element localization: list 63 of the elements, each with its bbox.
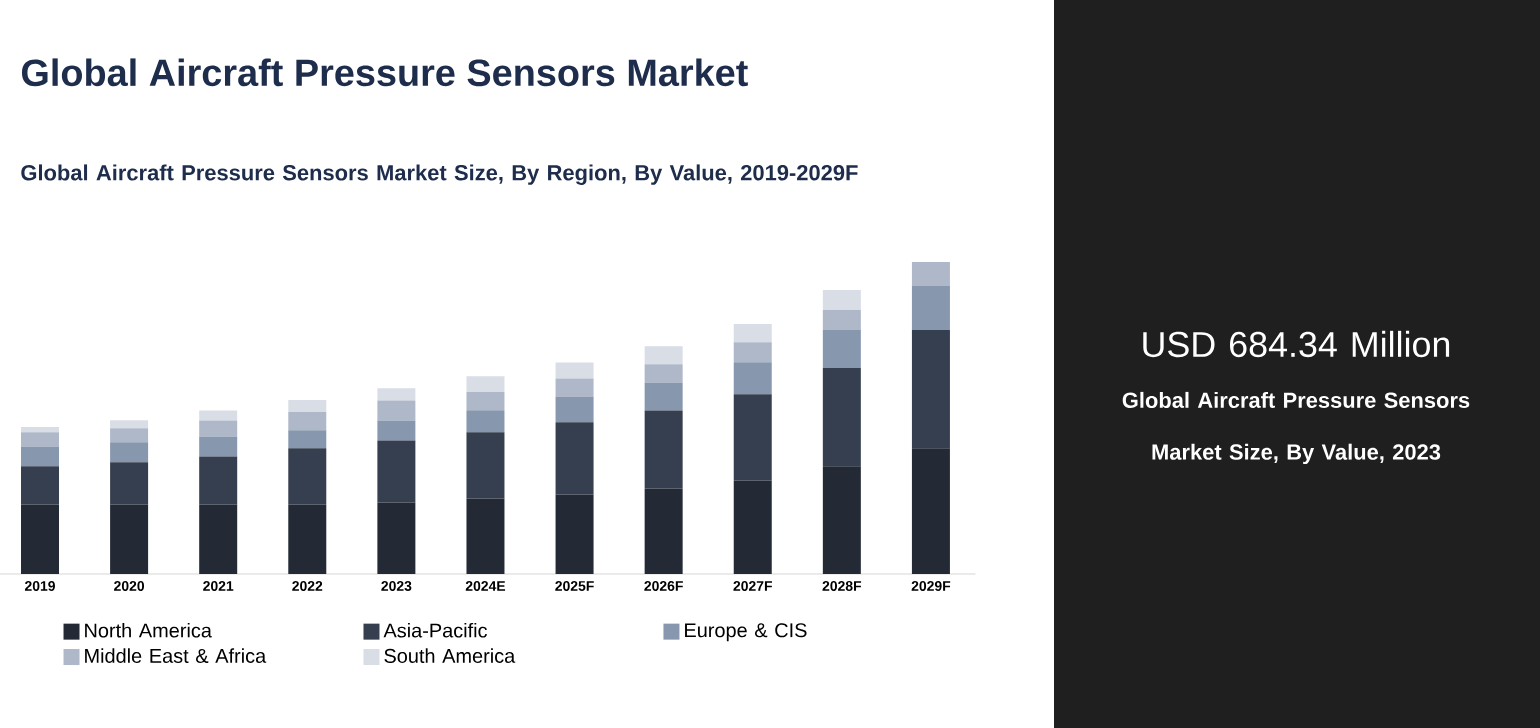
bar <box>822 330 861 369</box>
bar <box>110 428 149 443</box>
text: Global Aircraft Pressure Sensors Market Size, By Value, 2023 <box>1122 391 1470 465</box>
bar <box>555 396 594 423</box>
legend-label: Middle East & Africa <box>85 648 267 663</box>
bar <box>199 436 238 457</box>
bar <box>199 504 238 574</box>
bar <box>911 448 950 574</box>
bar <box>733 480 772 574</box>
bar <box>199 410 238 421</box>
bar <box>21 466 60 505</box>
bar <box>21 446 60 467</box>
bar <box>644 346 683 365</box>
bar <box>911 261 950 287</box>
bar <box>644 488 683 574</box>
bar <box>822 466 861 574</box>
bar <box>199 456 238 505</box>
bar <box>822 310 861 331</box>
bar <box>199 420 238 437</box>
bar <box>288 399 327 413</box>
chart-title: Global Aircraft Pressure Sensors Market <box>21 58 748 87</box>
bar <box>110 462 149 505</box>
legend-label: Asia-Pacific <box>383 622 488 638</box>
bar <box>911 286 950 331</box>
bar <box>911 330 950 449</box>
bar <box>288 430 327 449</box>
bar <box>733 362 772 395</box>
bar <box>555 362 594 379</box>
bar <box>377 400 416 421</box>
bar <box>21 432 60 447</box>
bar <box>110 420 149 429</box>
legend-label: South America <box>384 648 516 663</box>
legend-label: Europe & CIS <box>685 623 807 642</box>
bar <box>555 378 594 397</box>
bar <box>21 504 60 574</box>
bar <box>466 392 505 411</box>
bar <box>377 502 416 574</box>
bar <box>822 368 861 467</box>
bar <box>644 364 683 383</box>
bar <box>21 427 60 433</box>
bar <box>555 494 594 574</box>
bar <box>288 504 327 574</box>
chart-subtitle: Global Aircraft Pressure Sensors Market Size, By Region, By Value, 2019-2029F <box>21 164 858 185</box>
bar <box>555 422 594 495</box>
bar <box>733 342 772 363</box>
bar <box>466 410 505 433</box>
bar <box>466 498 505 574</box>
bar <box>733 324 772 343</box>
bar <box>110 442 149 463</box>
legend-label: North America <box>85 622 212 638</box>
bar <box>822 290 861 311</box>
bar <box>377 388 416 401</box>
bar <box>644 410 683 489</box>
bar <box>110 504 149 574</box>
bar <box>644 382 683 411</box>
bar <box>288 412 327 431</box>
bar <box>733 394 772 481</box>
bar <box>377 420 416 441</box>
text: USD 684.34 Million <box>1143 330 1450 358</box>
bar <box>466 432 505 499</box>
bar <box>288 448 327 505</box>
bar <box>466 376 505 393</box>
bar <box>377 440 416 503</box>
